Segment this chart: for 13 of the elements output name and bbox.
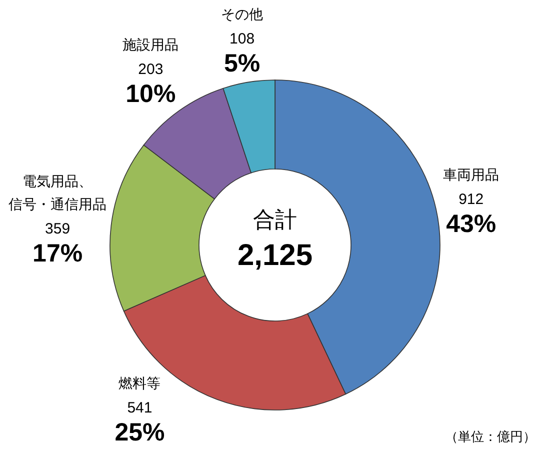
slice-label: 燃料等 — [118, 375, 161, 391]
slice-label: その他 — [221, 6, 264, 22]
data-label: 203 10% — [126, 60, 176, 108]
slice-label: 電気用品、信号・通信用品 — [8, 172, 107, 212]
slice-label: 施設用品 — [122, 36, 179, 52]
text: 合計 — [253, 207, 297, 232]
text: （単位：億円） — [445, 429, 536, 444]
data-label: 912 43% — [446, 190, 496, 238]
slice-label: 車両用品 — [443, 166, 500, 182]
text: 2,125 — [237, 239, 313, 272]
data-label: 108 5% — [224, 30, 260, 78]
data-label: 541 25% — [114, 400, 165, 446]
data-label: 359 17% — [32, 220, 83, 268]
